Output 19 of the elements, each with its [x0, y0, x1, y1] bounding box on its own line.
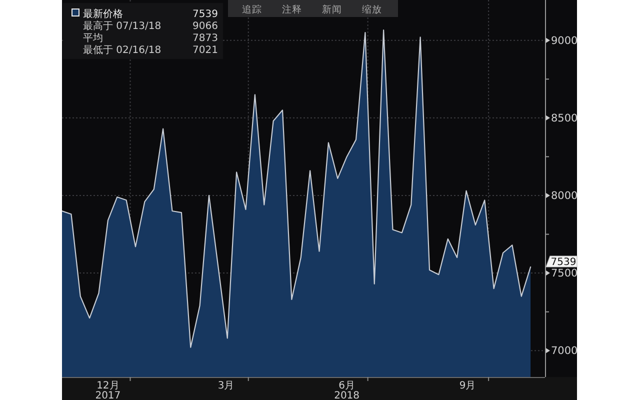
annotation: 7539: [550, 257, 576, 268]
y-tick-label: 7500: [551, 268, 578, 280]
y-tick-label: 8000: [551, 190, 578, 202]
annotation: 缩放: [362, 4, 382, 16]
x-tick-label: 3月: [218, 380, 234, 392]
text: 最低于 02/16/18 7021: [83, 45, 218, 56]
text: 最高于 07/13/18 9066: [83, 21, 218, 32]
y-tick-label: 9000: [551, 34, 578, 47]
annotation: 7539: [192, 9, 218, 20]
text: 平均 7873: [83, 33, 218, 44]
y-tick-label: 7000: [551, 345, 578, 358]
annotation: 注释: [282, 4, 302, 16]
x-tick-label: 9月: [459, 380, 476, 392]
x-tick-label: 6月 2018: [334, 380, 360, 400]
y-tick-label: 8500: [551, 112, 578, 125]
legend-label: 最新价格: [83, 8, 123, 20]
x-tick-label: 12月 2017: [95, 380, 121, 400]
annotation: 新闻: [322, 4, 342, 16]
annotation: 追踪: [242, 4, 262, 16]
